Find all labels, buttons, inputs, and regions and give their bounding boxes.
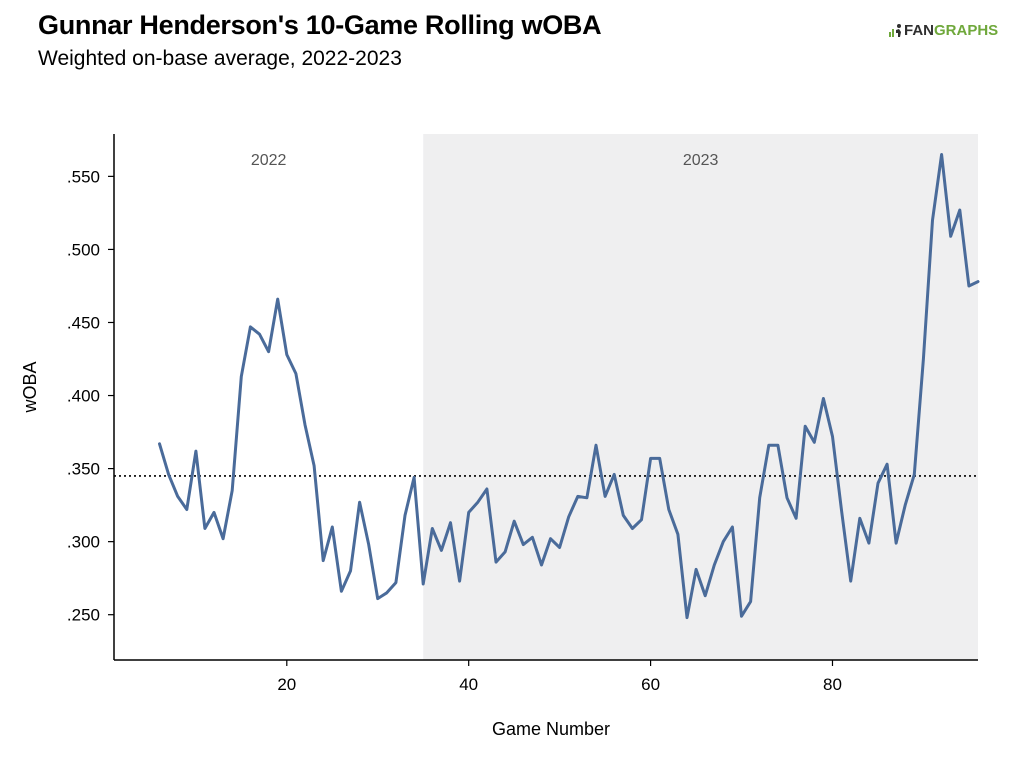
- y-axis-label: wOBA: [20, 361, 40, 413]
- x-axis-label: Game Number: [492, 719, 610, 739]
- fangraphs-logo: FAN GRAPHS: [889, 22, 998, 39]
- region-shade-2023: [423, 134, 978, 660]
- chart-title: Gunnar Henderson's 10-Game Rolling wOBA: [38, 10, 602, 40]
- fangraphs-logo-icon: [889, 23, 901, 37]
- logo-text-fan: FAN: [904, 22, 934, 39]
- y-tick-label: .400: [67, 387, 100, 406]
- x-tick-label: 40: [459, 675, 478, 694]
- y-tick-label: .350: [67, 460, 100, 479]
- y-tick-label: .550: [67, 167, 100, 186]
- y-tick-label: .450: [67, 313, 100, 332]
- chart-subtitle: Weighted on-base average, 2022-2023: [38, 47, 402, 70]
- y-tick-label: .250: [67, 606, 100, 625]
- x-tick-label: 80: [823, 675, 842, 694]
- y-tick-label: .300: [67, 533, 100, 552]
- region-label-2023: 2023: [683, 152, 719, 169]
- x-tick-label: 20: [277, 675, 296, 694]
- logo-text-graphs: GRAPHS: [934, 22, 999, 39]
- y-tick-label: .500: [67, 240, 100, 259]
- series-line-0: [158, 153, 980, 620]
- x-tick-label: 60: [641, 675, 660, 694]
- region-label-2022: 2022: [251, 152, 287, 169]
